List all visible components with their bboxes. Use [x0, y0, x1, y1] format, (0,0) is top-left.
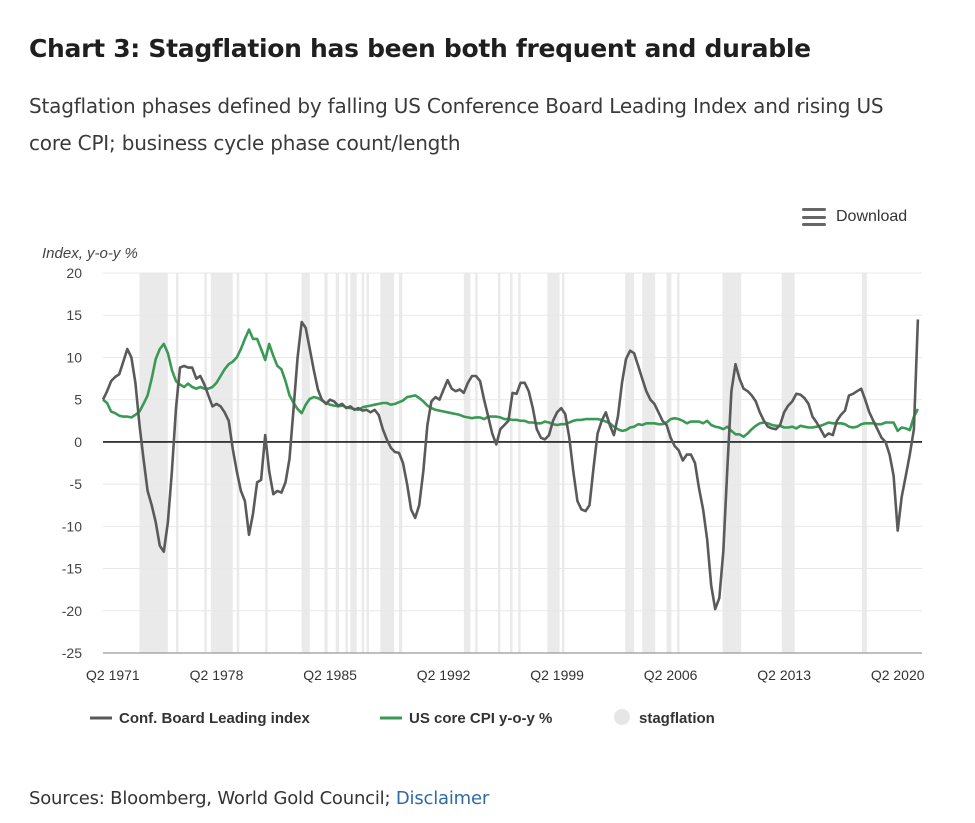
- chart-subtitle: Stagflation phases defined by falling US…: [29, 94, 884, 155]
- x-tick-labels: Q2 1971 Q2 1978 Q2 1985 Q2 1992 Q2 1999 Q2 20…: [86, 667, 925, 683]
- x-tick-label: Q2 1971: [86, 667, 140, 683]
- chart-title: Chart 3: Stagflation has been both frequ…: [29, 34, 811, 63]
- download-button[interactable]: Download: [802, 208, 907, 226]
- x-tick-label: Q2 2013: [757, 667, 811, 683]
- y-tick-label: -25: [62, 645, 82, 661]
- stagflation-band: [380, 273, 395, 653]
- chart: Index, y-o-y % 20 15 10 5 0 -5 -10 -15 -20 -25 Q2…: [42, 245, 925, 727]
- x-tick-label: Q2 2020: [871, 667, 925, 683]
- series-lines: [101, 319, 920, 611]
- y-tick-label: 5: [74, 392, 82, 408]
- y-tick-label: -10: [62, 518, 82, 534]
- x-tick-label: Q2 1978: [190, 667, 244, 683]
- stagflation-band: [210, 273, 233, 653]
- stagflation-band: [497, 273, 501, 653]
- stagflation-band: [677, 273, 680, 653]
- series-line-core-cpi: [102, 328, 920, 439]
- legend-label-leading-index[interactable]: Conf. Board Leading index: [119, 710, 310, 727]
- stagflation-band: [642, 273, 656, 653]
- stagflation-band: [561, 273, 565, 653]
- legend-label-stagflation[interactable]: stagflation: [639, 710, 715, 727]
- stagflation-band: [398, 273, 403, 653]
- disclaimer-link[interactable]: Disclaimer: [395, 788, 490, 809]
- series-line-leading-index: [101, 319, 920, 611]
- download-label: Download: [836, 208, 908, 225]
- y-axis-title: Index, y-o-y %: [42, 245, 138, 262]
- stagflation-band: [204, 273, 207, 653]
- x-tick-label: Q2 1992: [417, 667, 471, 683]
- stagflation-band: [345, 273, 348, 653]
- stagflation-band: [335, 273, 339, 653]
- stagflation-band: [301, 273, 310, 653]
- stagflation-band: [547, 273, 560, 653]
- stagflation-band: [510, 273, 513, 653]
- stagflation-band: [666, 273, 672, 653]
- stagflation-band: [781, 273, 795, 653]
- stagflation-band: [350, 273, 357, 653]
- y-tick-label: -15: [62, 561, 82, 577]
- stagflation-band: [324, 273, 328, 653]
- y-tick-label: -20: [62, 603, 82, 619]
- gridlines: [103, 272, 922, 654]
- sources-footer: Sources: Bloomberg, World Gold Council; …: [29, 788, 489, 809]
- stagflation-band: [518, 273, 521, 653]
- y-tick-label: 0: [74, 434, 82, 450]
- legend: Conf. Board Leading index US core CPI y-…: [90, 709, 715, 727]
- hamburger-menu-icon: [802, 208, 826, 226]
- stagflation-band: [861, 273, 867, 653]
- stagflation-band: [366, 273, 369, 653]
- y-tick-label: 10: [66, 349, 82, 365]
- y-tick-label: 20: [66, 265, 82, 281]
- stagflation-band: [625, 273, 635, 653]
- stagflation-band: [475, 273, 478, 653]
- stagflation-band: [722, 273, 742, 653]
- x-tick-label: Q2 1999: [530, 667, 584, 683]
- legend-marker-stagflation: [614, 709, 630, 725]
- sources-text: Sources: Bloomberg, World Gold Council;: [29, 788, 396, 809]
- stagflation-band: [236, 273, 240, 653]
- x-tick-label: Q2 2006: [644, 667, 698, 683]
- legend-label-core-cpi[interactable]: US core CPI y-o-y %: [409, 710, 552, 727]
- y-tick-label: -5: [70, 476, 83, 492]
- stagflation-band: [265, 273, 268, 653]
- y-tick-label: 15: [66, 307, 82, 323]
- stagflation-band: [361, 273, 365, 653]
- x-tick-label: Q2 1985: [303, 667, 357, 683]
- stagflation-band: [175, 273, 179, 653]
- stagflation-band: [463, 273, 471, 653]
- y-tick-labels: 20 15 10 5 0 -5 -10 -15 -20 -25: [62, 265, 82, 661]
